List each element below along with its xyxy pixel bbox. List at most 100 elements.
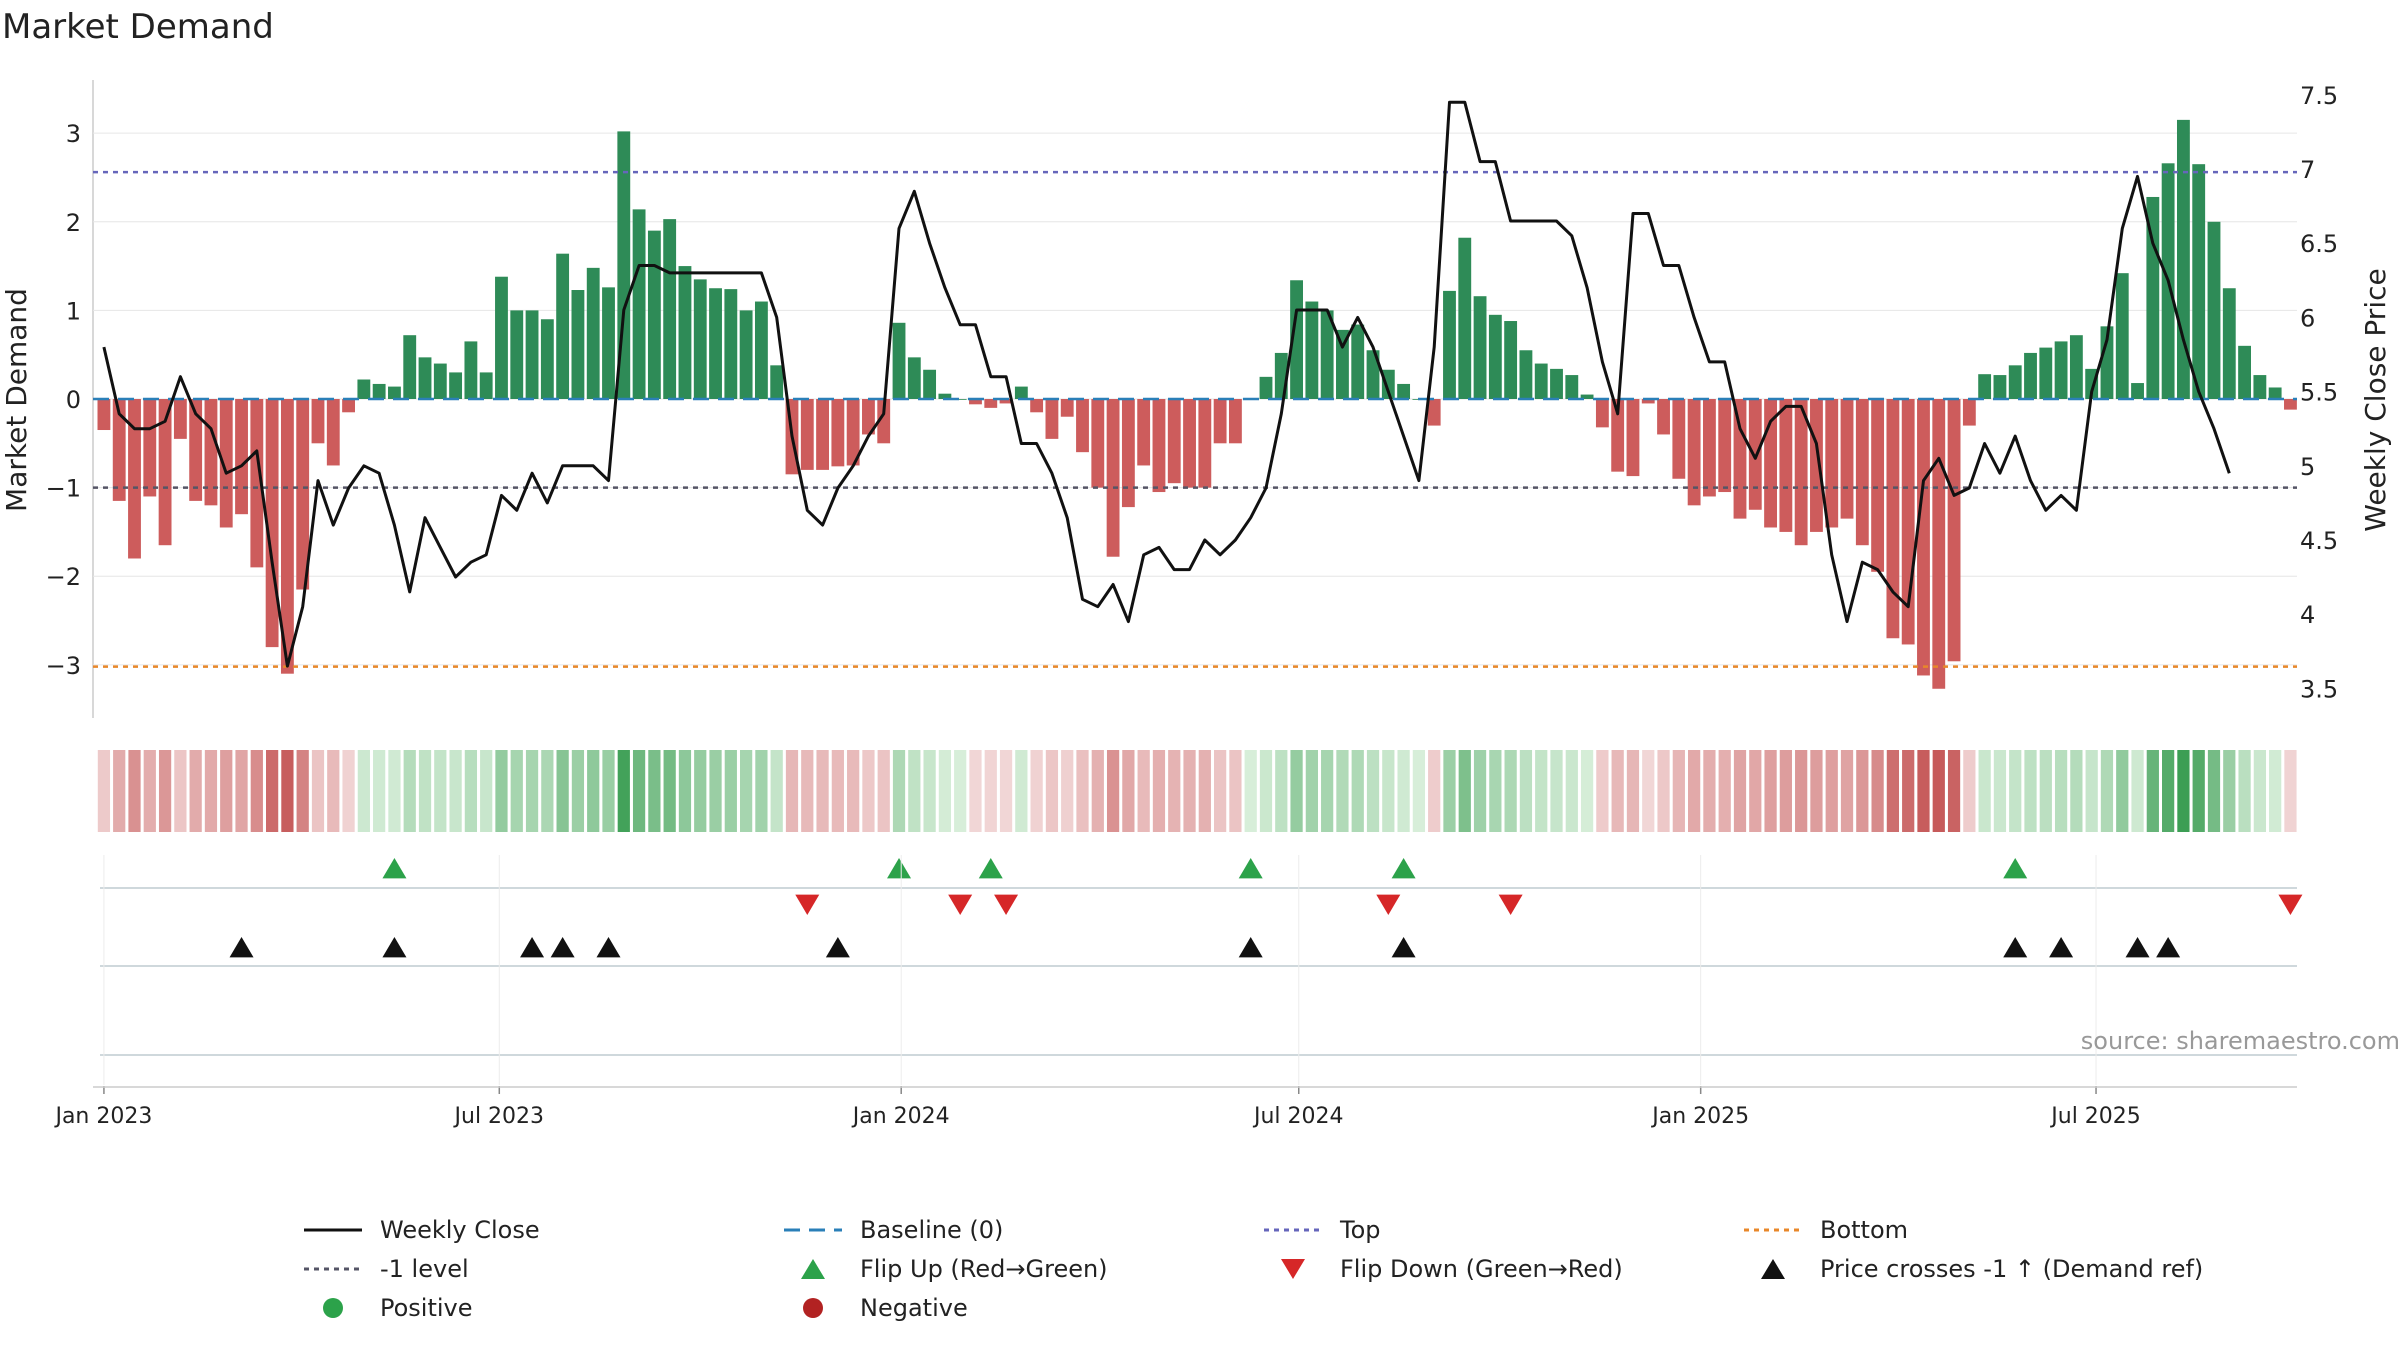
heat-cell: [342, 750, 355, 832]
legend-label: Price crosses -1 ↑ (Demand ref): [1820, 1254, 2204, 1283]
demand-bar: [1014, 386, 1028, 399]
demand-bar: [2238, 345, 2251, 399]
heat-cell: [984, 750, 997, 832]
demand-bar: [1183, 399, 1196, 488]
heat-cell: [1642, 750, 1655, 832]
demand-bar: [602, 287, 615, 399]
demand-bar: [556, 253, 570, 399]
y2-tick-label: 5.5: [2300, 379, 2338, 407]
heat-cell: [1259, 750, 1273, 832]
demand-bar: [2054, 341, 2068, 399]
demand-bar: [433, 363, 447, 399]
demand-bar: [2268, 387, 2282, 399]
demand-bar: [250, 399, 264, 568]
demand-bar: [1458, 237, 1472, 399]
price-cross-marker: [596, 937, 621, 958]
legend-item: Price crosses -1 ↑ (Demand ref): [1740, 1249, 2220, 1288]
legend-item: Flip Up (Red→Green): [780, 1249, 1260, 1288]
demand-bar: [1962, 399, 1976, 426]
heat-cell: [327, 750, 340, 832]
heat-cell: [632, 750, 646, 832]
heat-cell: [2162, 750, 2175, 832]
flip-panel: [100, 858, 2303, 915]
heat-cell: [235, 750, 248, 832]
demand-bar: [219, 399, 233, 528]
heat-cell: [403, 750, 416, 832]
heat-cell: [1458, 750, 1471, 832]
demand-bar: [724, 289, 738, 399]
demand-bar: [1305, 301, 1319, 399]
flip-up-marker: [1238, 858, 1263, 879]
heat-cell: [2192, 750, 2205, 832]
legend: Weekly Close Baseline (0) Top Bottom -1 leve…: [300, 1210, 2260, 1330]
heat-cell: [541, 750, 554, 832]
demand-bar: [1351, 324, 1365, 399]
price-cross-marker: [1391, 937, 1416, 958]
demand-bar: [739, 310, 753, 399]
legend-item: Positive: [300, 1288, 780, 1327]
heat-cell: [587, 750, 600, 832]
heat-cell: [189, 750, 202, 832]
heat-cell: [1443, 750, 1456, 832]
flip-up-marker: [382, 858, 407, 879]
flip-down-marker: [948, 894, 973, 915]
demand-bar: [1320, 310, 1334, 399]
heat-cell: [1917, 750, 1930, 832]
demand-bar: [1657, 399, 1670, 435]
price-cross-marker: [550, 937, 575, 958]
heat-cell: [1152, 750, 1166, 832]
heat-cell: [556, 750, 569, 832]
demand-bar: [1076, 399, 1089, 453]
heat-cell: [525, 750, 539, 832]
legend-item: Negative: [780, 1288, 1260, 1327]
flip-down-marker: [1376, 894, 1401, 915]
y2-tick-label: 4.5: [2300, 527, 2338, 555]
heat-cell: [1580, 750, 1594, 832]
x-tick-label: Jul 2025: [2049, 1104, 2141, 1129]
heat-cell: [1015, 750, 1028, 832]
demand-bar: [311, 399, 325, 444]
y2-tick-label: 7: [2300, 156, 2315, 184]
demand-bar: [2008, 365, 2022, 399]
flip-up-marker: [887, 858, 912, 879]
demand-bar: [1886, 399, 1900, 639]
flip-up-marker: [978, 858, 1003, 879]
heat-cell: [571, 750, 585, 832]
legend-label: Baseline (0): [860, 1215, 1004, 1244]
demand-bar: [372, 383, 386, 399]
heat-cell: [923, 750, 936, 832]
demand-bar: [1565, 375, 1579, 399]
heat-cell: [724, 750, 737, 832]
legend-label: -1 level: [380, 1254, 469, 1283]
demand-bar: [342, 399, 355, 413]
heat-cell: [877, 750, 890, 832]
heat-cell: [1902, 750, 1915, 832]
heat-cell: [1611, 750, 1624, 832]
heat-cell: [1733, 750, 1747, 832]
demand-bar: [938, 393, 952, 399]
y2-tick-label: 4: [2300, 601, 2315, 629]
x-axis: Jan 2023 Jul 2023 Jan 2024 Jul 2024 Jan 2025…: [53, 855, 2297, 1129]
legend-triangle: [801, 1258, 825, 1279]
demand-bar: [1626, 399, 1640, 477]
demand-bar: [846, 399, 860, 466]
demand-bar: [647, 230, 661, 399]
x-tick-label: Jan 2024: [851, 1104, 950, 1129]
demand-bar: [1580, 394, 1594, 399]
heat-cell: [464, 750, 478, 832]
heat-cell: [602, 750, 615, 832]
demand-bar: [892, 322, 906, 399]
heat-cell: [2009, 750, 2022, 832]
flip-down-marker: [795, 894, 820, 915]
heat-cell: [1321, 750, 1334, 832]
heat-cell: [2085, 750, 2098, 832]
demand-bar: [1687, 399, 1701, 506]
demand-bar: [112, 399, 126, 501]
heat-cell: [1932, 750, 1945, 832]
heat-cell: [158, 750, 172, 832]
heat-cell: [174, 750, 187, 832]
demand-bar: [1871, 399, 1885, 572]
price-cross-marker: [1238, 937, 1263, 958]
legend-label: Top: [1340, 1215, 1381, 1244]
heat-cell: [1198, 750, 1211, 832]
